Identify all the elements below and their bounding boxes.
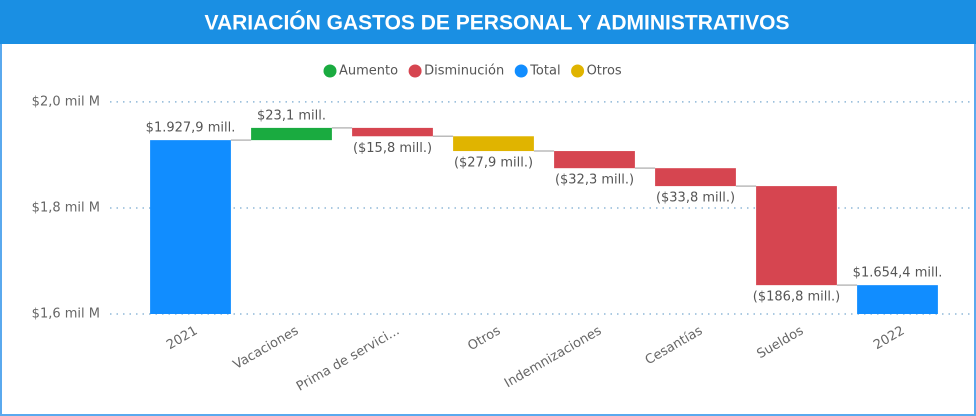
legend-swatch bbox=[323, 64, 337, 78]
data-label: ($32,3 mill.) bbox=[555, 173, 634, 188]
y-tick-label: $2,0 mil M bbox=[32, 94, 100, 109]
bar bbox=[251, 127, 332, 141]
bar bbox=[554, 151, 635, 169]
data-label: $1.654,4 mill. bbox=[853, 266, 943, 281]
title-band bbox=[0, 0, 976, 44]
legend-swatch bbox=[514, 64, 528, 78]
bar bbox=[857, 285, 938, 314]
data-label: $1.927,9 mill. bbox=[146, 121, 236, 136]
legend-label: Disminución bbox=[424, 64, 504, 79]
y-tick-label: $1,6 mil M bbox=[32, 307, 100, 322]
y-tick-label: $1,8 mil M bbox=[32, 200, 100, 215]
data-label: $23,1 mill. bbox=[257, 108, 326, 123]
legend-label: Otros bbox=[587, 64, 622, 79]
data-label: ($15,8 mill.) bbox=[353, 141, 432, 156]
bar bbox=[655, 168, 736, 187]
chart-title: VARIACIÓN GASTOS DE PERSONAL Y ADMINISTR… bbox=[205, 11, 790, 35]
bar bbox=[150, 140, 231, 314]
legend-label: Aumento bbox=[339, 64, 398, 79]
legend-swatch bbox=[408, 64, 422, 78]
data-label: ($33,8 mill.) bbox=[656, 191, 735, 206]
legend-label: Total bbox=[529, 64, 560, 79]
legend-swatch bbox=[571, 64, 585, 78]
data-label: ($186,8 mill.) bbox=[753, 290, 840, 305]
bar bbox=[453, 136, 534, 152]
data-label: ($27,9 mill.) bbox=[454, 156, 533, 171]
bar bbox=[756, 186, 837, 286]
bar bbox=[352, 127, 433, 137]
